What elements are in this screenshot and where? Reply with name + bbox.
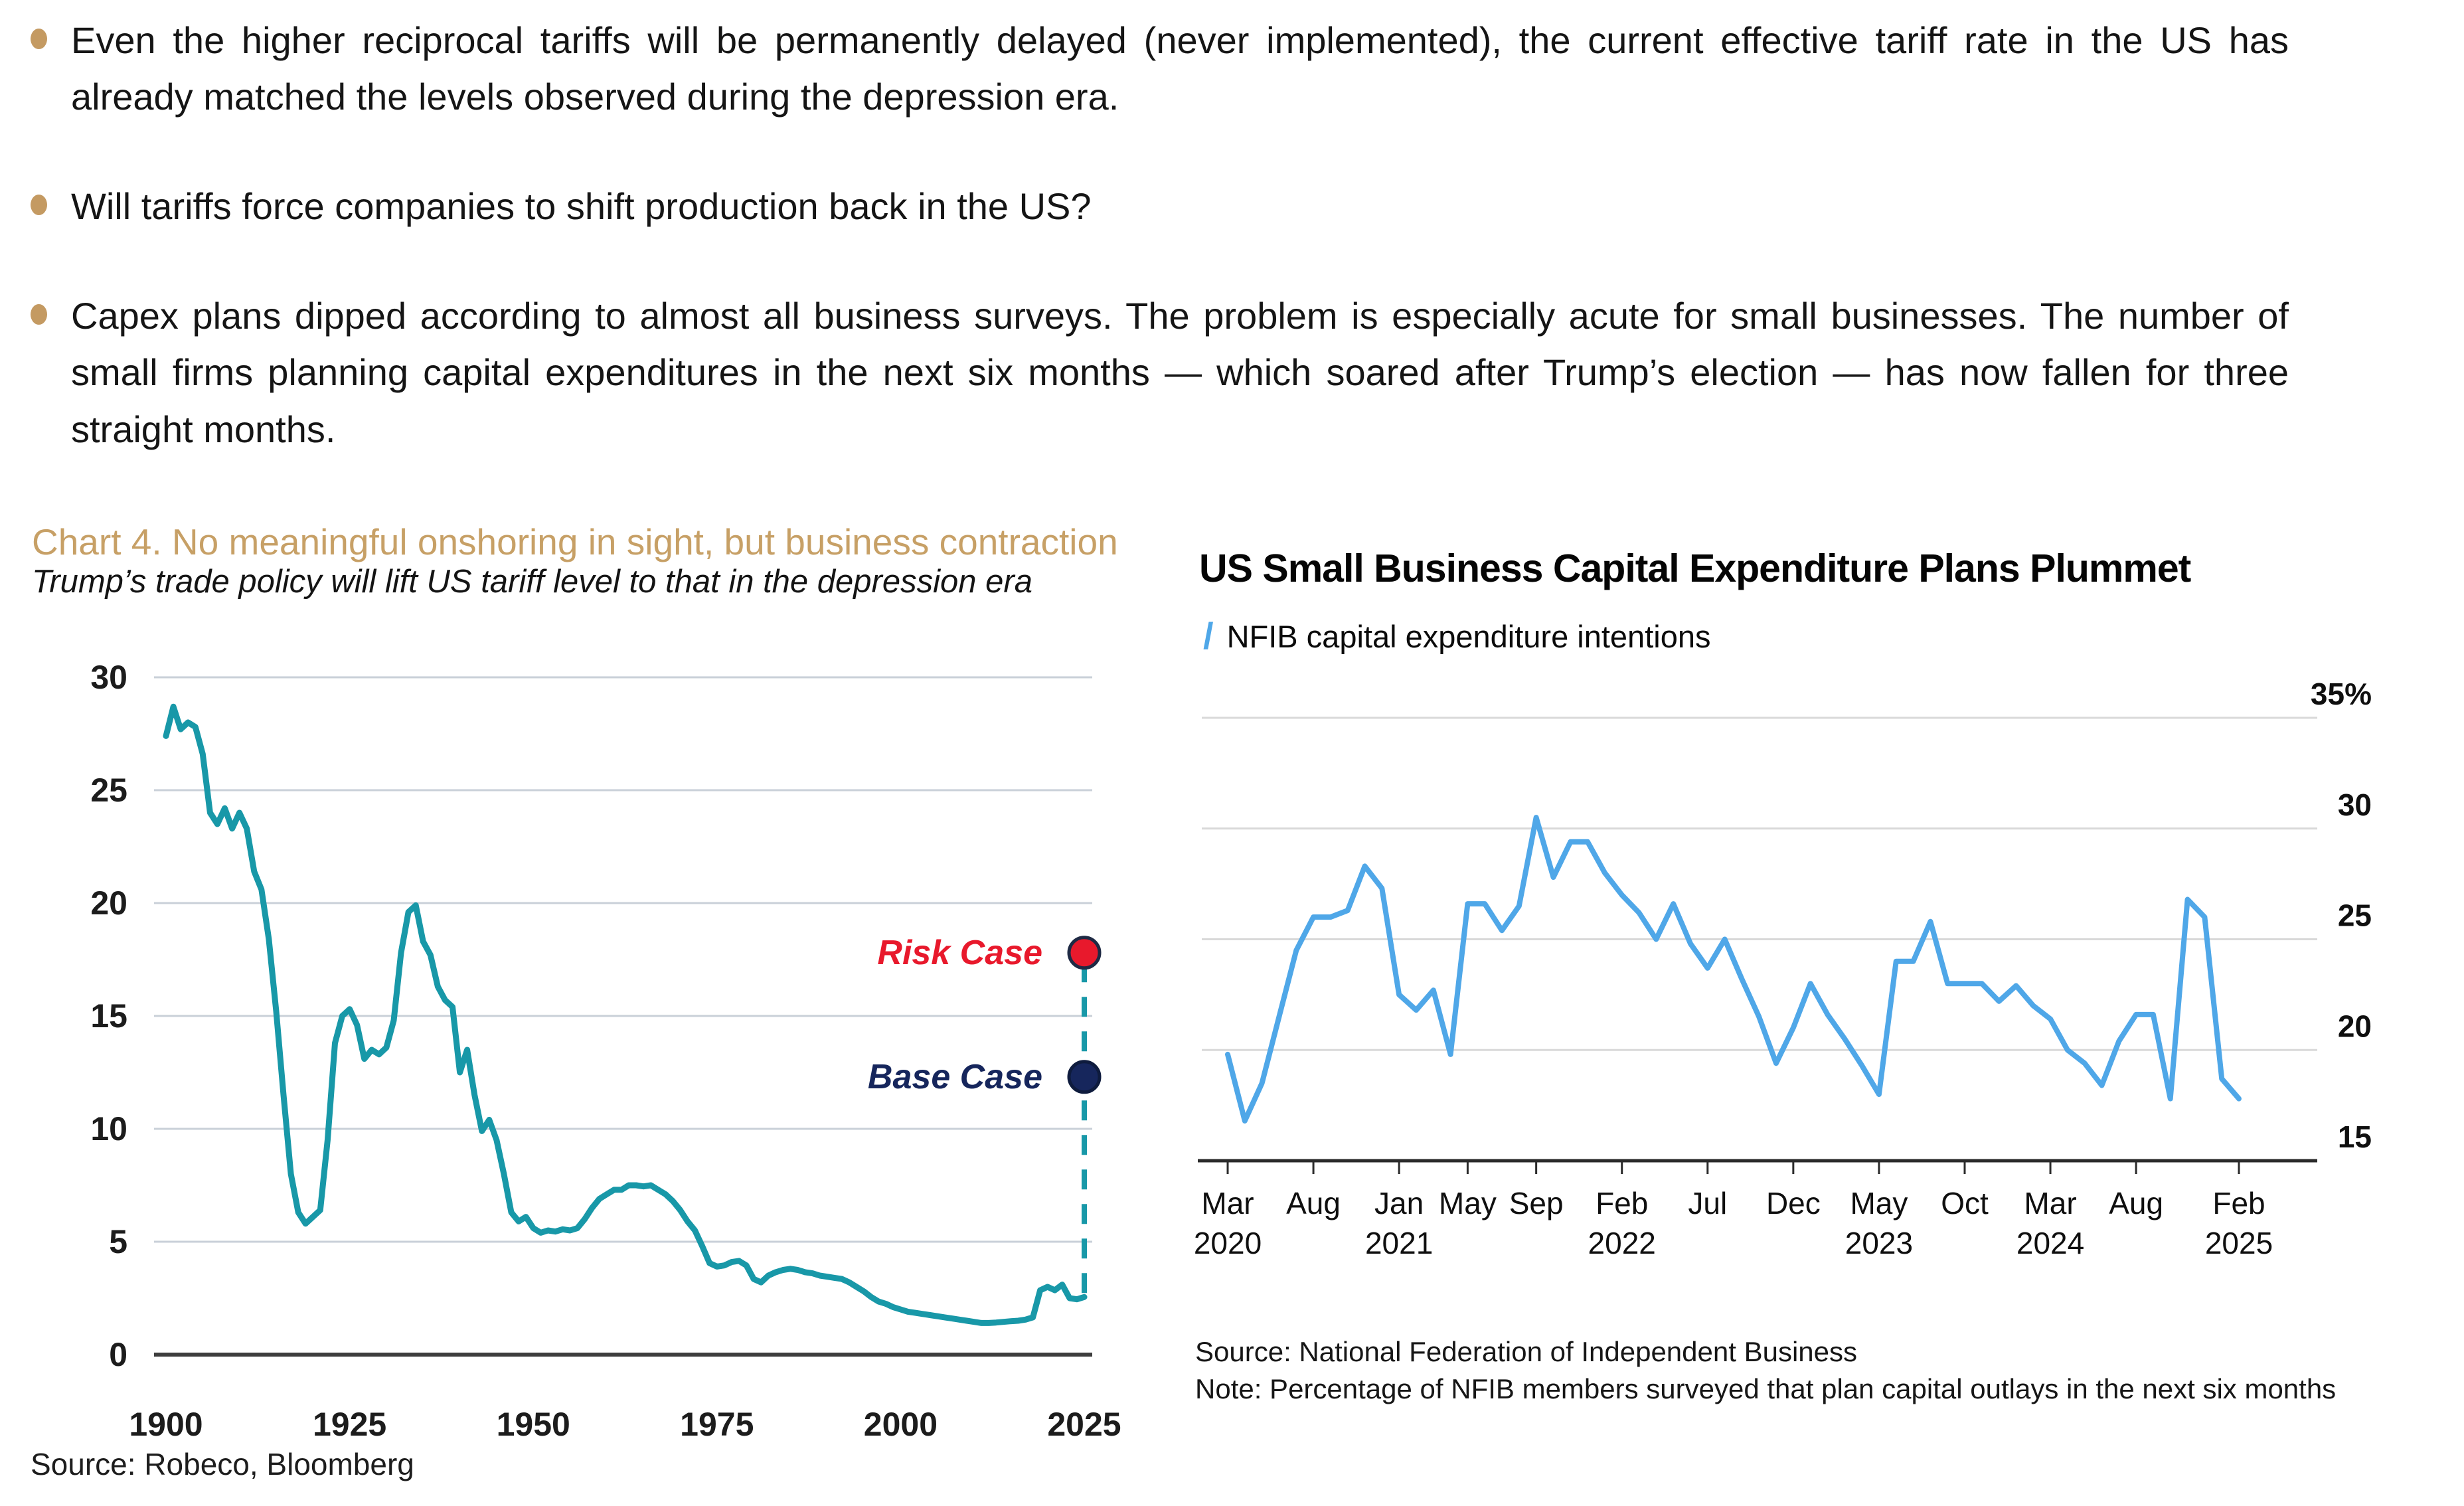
- legend-line-icon: /: [1203, 615, 1214, 657]
- bullet-icon: [31, 304, 47, 325]
- tariff-line: [163, 703, 1088, 1326]
- y-axis-label: 15: [90, 997, 127, 1035]
- x-axis-label-year: 2024: [2016, 1226, 2084, 1260]
- bullet-list: Even the higher reciprocal tariffs will …: [31, 12, 2301, 511]
- y-axis-label: 0: [109, 1336, 127, 1373]
- x-axis-label-year: 2025: [2205, 1226, 2273, 1260]
- x-axis-label-year: 2021: [1365, 1226, 1433, 1260]
- y-axis-label: 25: [2338, 898, 2372, 933]
- risk-case-dot: [1067, 936, 1102, 970]
- x-axis-label-month: Feb: [1596, 1186, 1648, 1220]
- base-case-label: Base Case: [868, 1058, 1042, 1096]
- x-axis-label-month: Feb: [2212, 1186, 2265, 1220]
- x-axis-label-month: Jul: [1688, 1186, 1727, 1220]
- y-axis-label: 20: [2338, 1009, 2372, 1043]
- bullet-icon: [31, 29, 47, 49]
- bullet-text: Will tariffs force companies to shift pr…: [71, 185, 1092, 228]
- x-axis-label-month: Mar: [2024, 1186, 2076, 1220]
- x-axis-label: 1925: [313, 1406, 386, 1443]
- nfib-note: Note: Percentage of NFIB members surveye…: [1195, 1373, 2337, 1404]
- x-axis-label-month: Aug: [2109, 1186, 2163, 1220]
- x-axis-label-month: Oct: [1941, 1186, 1989, 1220]
- y-axis-label: 30: [90, 659, 127, 696]
- section-title: Chart 4. No meaningful onshoring in sigh…: [32, 521, 1118, 562]
- x-axis-label-year: 2020: [1194, 1226, 1262, 1260]
- nfib-source: Source: National Federation of Independe…: [1195, 1336, 1857, 1367]
- x-axis-label: 1900: [129, 1406, 203, 1443]
- bullet-icon: [31, 195, 47, 216]
- y-axis-label: 5: [109, 1223, 127, 1260]
- x-axis-label-month: Aug: [1286, 1186, 1341, 1220]
- x-axis-label: 2000: [864, 1406, 938, 1443]
- x-axis-label-month: Dec: [1766, 1186, 1821, 1220]
- nfib-line: [1225, 815, 2242, 1124]
- base-case-dot: [1067, 1060, 1102, 1094]
- y-axis-label: 25: [90, 772, 127, 809]
- x-axis-label-month: May: [1850, 1186, 1908, 1220]
- x-axis-label: 2025: [1047, 1406, 1121, 1443]
- legend-label: NFIB capital expenditure intentions: [1226, 618, 1711, 654]
- tariff-chart-subtitle: Trump’s trade policy will lift US tariff…: [32, 564, 1032, 600]
- bullet-item: Will tariffs force companies to shift pr…: [31, 178, 2301, 234]
- y-axis-label: 10: [90, 1110, 127, 1147]
- bullet-item: Even the higher reciprocal tariffs will …: [31, 12, 2301, 125]
- x-axis-label: 1975: [680, 1406, 754, 1443]
- x-axis-label-year: 2022: [1588, 1226, 1656, 1260]
- x-axis-label: 1950: [497, 1406, 570, 1443]
- y-axis-label: 35%: [2311, 677, 2372, 711]
- page-source: Source: Robeco, Bloomberg: [31, 1447, 414, 1481]
- risk-case-label: Risk Case: [877, 934, 1042, 972]
- x-axis-label-month: Jan: [1374, 1186, 1424, 1220]
- y-axis-label: 20: [90, 884, 127, 922]
- bullet-text: Even the higher reciprocal tariffs will …: [71, 19, 2289, 118]
- y-axis-label: 15: [2338, 1120, 2372, 1154]
- x-axis-label-month: Sep: [1509, 1186, 1564, 1220]
- bullet-item: Capex plans dipped according to almost a…: [31, 288, 2301, 457]
- x-axis-label-month: Mar: [1201, 1186, 1254, 1220]
- x-axis-label-year: 2023: [1845, 1226, 1913, 1260]
- bullet-text: Capex plans dipped according to almost a…: [71, 295, 2289, 450]
- nfib-legend: / NFIB capital expenditure intentions: [1203, 618, 1710, 655]
- x-axis-label-month: May: [1439, 1186, 1497, 1220]
- y-axis-label: 30: [2338, 788, 2372, 822]
- nfib-chart-title: US Small Business Capital Expenditure Pl…: [1199, 546, 2191, 590]
